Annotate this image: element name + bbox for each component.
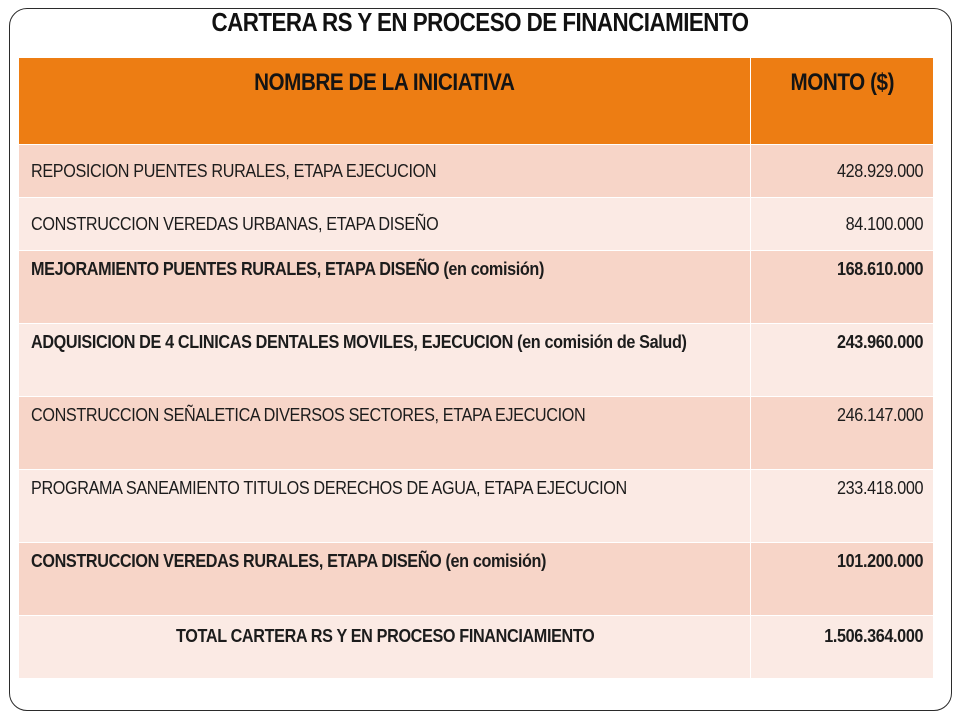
initiative-name-cell: CONSTRUCCION VEREDAS RURALES, ETAPA DISE… [19, 542, 751, 616]
initiative-name-cell: PROGRAMA SANEAMIENTO TITULOS DERECHOS DE… [19, 469, 751, 543]
total-row: TOTAL CARTERA RS Y EN PROCESO FINANCIAMI… [19, 615, 933, 678]
table-row: MEJORAMIENTO PUENTES RURALES, ETAPA DISE… [19, 250, 933, 324]
total-amount-cell: 1.506.364.000 [750, 615, 933, 678]
table-row: REPOSICION PUENTES RURALES, ETAPA EJECUC… [19, 144, 933, 198]
table-row: ADQUISICION DE 4 CLINICAS DENTALES MOVIL… [19, 323, 933, 397]
amount-cell: 168.610.000 [750, 250, 933, 324]
table-header-row: NOMBRE DE LA INICIATIVA MONTO ($) [19, 58, 933, 145]
table-row: CONSTRUCCION VEREDAS RURALES, ETAPA DISE… [19, 542, 933, 616]
initiative-name-cell: CONSTRUCCION VEREDAS URBANAS, ETAPA DISE… [19, 197, 751, 251]
amount-cell: 243.960.000 [750, 323, 933, 397]
initiative-name-cell: CONSTRUCCION SEÑALETICA DIVERSOS SECTORE… [19, 396, 751, 470]
table-row: PROGRAMA SANEAMIENTO TITULOS DERECHOS DE… [19, 469, 933, 543]
table-row: CONSTRUCCION SEÑALETICA DIVERSOS SECTORE… [19, 396, 933, 470]
initiative-name-cell: MEJORAMIENTO PUENTES RURALES, ETAPA DISE… [19, 250, 751, 324]
financing-table-container: NOMBRE DE LA INICIATIVA MONTO ($) REPOSI… [19, 58, 933, 678]
amount-cell: 246.147.000 [750, 396, 933, 470]
amount-cell: 84.100.000 [750, 197, 933, 251]
header-initiative-name: NOMBRE DE LA INICIATIVA [19, 58, 751, 145]
financing-table: NOMBRE DE LA INICIATIVA MONTO ($) REPOSI… [19, 58, 933, 678]
initiative-name-cell: REPOSICION PUENTES RURALES, ETAPA EJECUC… [19, 144, 751, 198]
total-label-cell: TOTAL CARTERA RS Y EN PROCESO FINANCIAMI… [19, 615, 751, 678]
header-amount: MONTO ($) [750, 58, 933, 145]
slide-title: CARTERA RS Y EN PROCESO DE FINANCIAMIENT… [211, 7, 749, 37]
amount-cell: 233.418.000 [750, 469, 933, 543]
amount-cell: 428.929.000 [750, 144, 933, 198]
initiative-name-cell: ADQUISICION DE 4 CLINICAS DENTALES MOVIL… [19, 323, 751, 397]
amount-cell: 101.200.000 [750, 542, 933, 616]
table-row: CONSTRUCCION VEREDAS URBANAS, ETAPA DISE… [19, 197, 933, 251]
